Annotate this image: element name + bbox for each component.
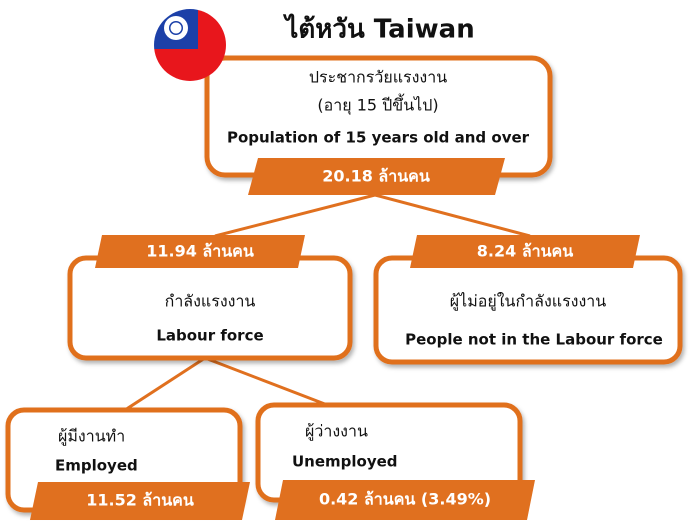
node-value: 0.42 ล้านคน (3.49%) (319, 490, 491, 509)
node-en: Unemployed (292, 453, 398, 471)
node-th: กำลังแรงงาน (165, 292, 256, 311)
node-th: ผู้มีงานทำ (58, 427, 125, 447)
node-th: ผู้ว่างงาน (305, 422, 368, 442)
node-sub: (อายุ 15 ปีขึ้นไป) (317, 94, 438, 116)
node-en: Labour force (156, 327, 263, 345)
node-value: 11.52 ล้านคน (86, 491, 194, 510)
node-value: 8.24 ล้านคน (477, 242, 573, 261)
value-banner (410, 235, 640, 268)
value-banner (275, 480, 535, 520)
node-th: ผู้ไม่อยู่ในกำลังแรงงาน (450, 292, 607, 312)
node-th: ประชากรวัยแรงงาน (309, 68, 447, 87)
value-banner (248, 158, 505, 195)
value-banner (30, 482, 250, 520)
node-en: Employed (55, 457, 138, 475)
value-banner (95, 235, 305, 268)
title: ไต้หวัน Taiwan (282, 13, 474, 45)
node-en: People not in the Labour force (405, 331, 663, 349)
node-en: Population of 15 years old and over (227, 129, 530, 147)
node-value: 20.18 ล้านคน (322, 167, 430, 186)
connectors (124, 193, 531, 412)
node-value: 11.94 ล้านคน (146, 242, 254, 261)
